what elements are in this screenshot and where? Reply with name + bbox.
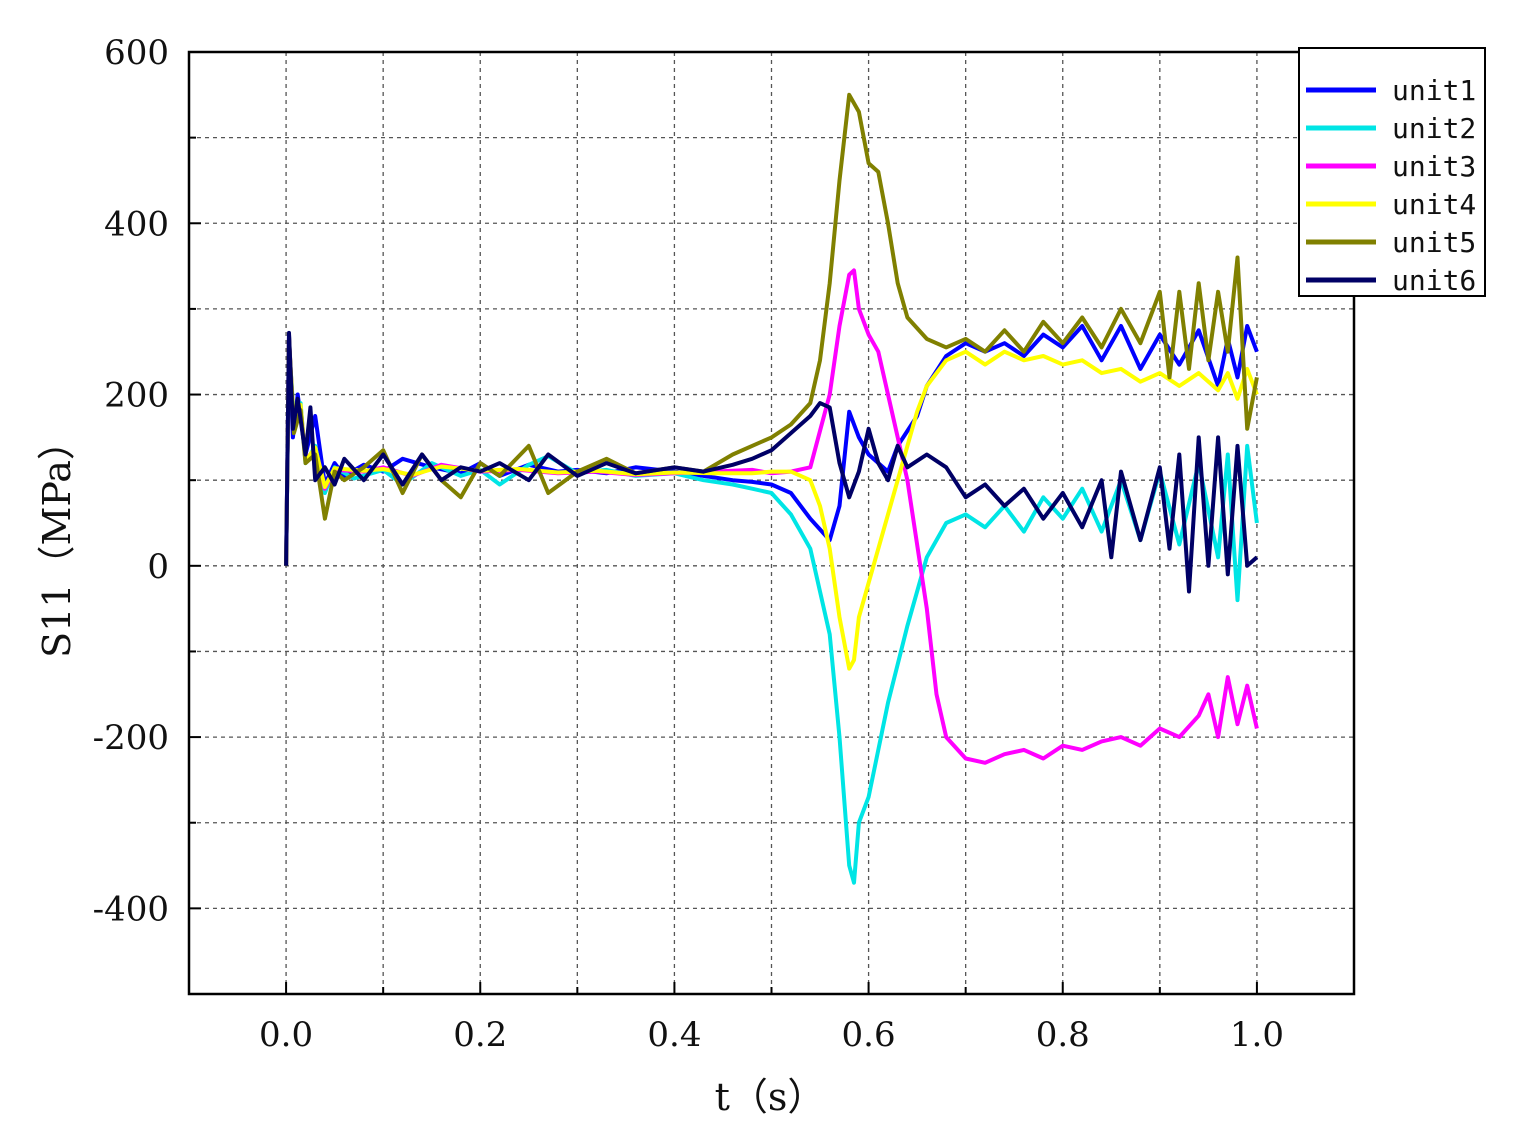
legend-label-unit6: unit6 (1392, 264, 1476, 297)
y-tick-label: 600 (104, 33, 169, 73)
series-line-unit4 (284, 339, 1259, 671)
legend-label-unit4: unit4 (1392, 188, 1476, 221)
y-axis-title: S11（MPa） (35, 422, 79, 658)
legend: unit1 unit2 unit3 unit4 unit5 unit6 (1298, 47, 1486, 297)
y-tick-label: -400 (93, 889, 169, 929)
grid (189, 52, 1354, 994)
series-line-unit6 (284, 330, 1259, 594)
y-tick-label: -200 (93, 718, 169, 758)
legend-label-unit3: unit3 (1392, 150, 1476, 183)
axis-ticks (189, 136, 1258, 994)
y-tick-label: 400 (104, 204, 169, 244)
y-tick-labels: 600 400 200 0 -200 -400 (93, 33, 169, 929)
y-tick-label: 200 (104, 376, 169, 416)
legend-label-unit2: unit2 (1392, 112, 1476, 145)
x-axis-title: t（s） (715, 1075, 826, 1119)
x-tick-label: 0.2 (453, 1015, 507, 1055)
x-tick-label: 0.8 (1036, 1015, 1090, 1055)
x-tick-label: 0.0 (259, 1015, 313, 1055)
y-tick-label: 0 (147, 547, 169, 587)
legend-label-unit1: unit1 (1392, 74, 1476, 107)
x-tick-label: 0.4 (647, 1015, 701, 1055)
series-group (284, 92, 1259, 885)
legend-label-unit5: unit5 (1392, 226, 1476, 259)
x-tick-labels: 0.0 0.2 0.4 0.6 0.8 1.0 (259, 1015, 1284, 1055)
x-tick-label: 1.0 (1230, 1015, 1284, 1055)
x-tick-label: 0.6 (842, 1015, 896, 1055)
